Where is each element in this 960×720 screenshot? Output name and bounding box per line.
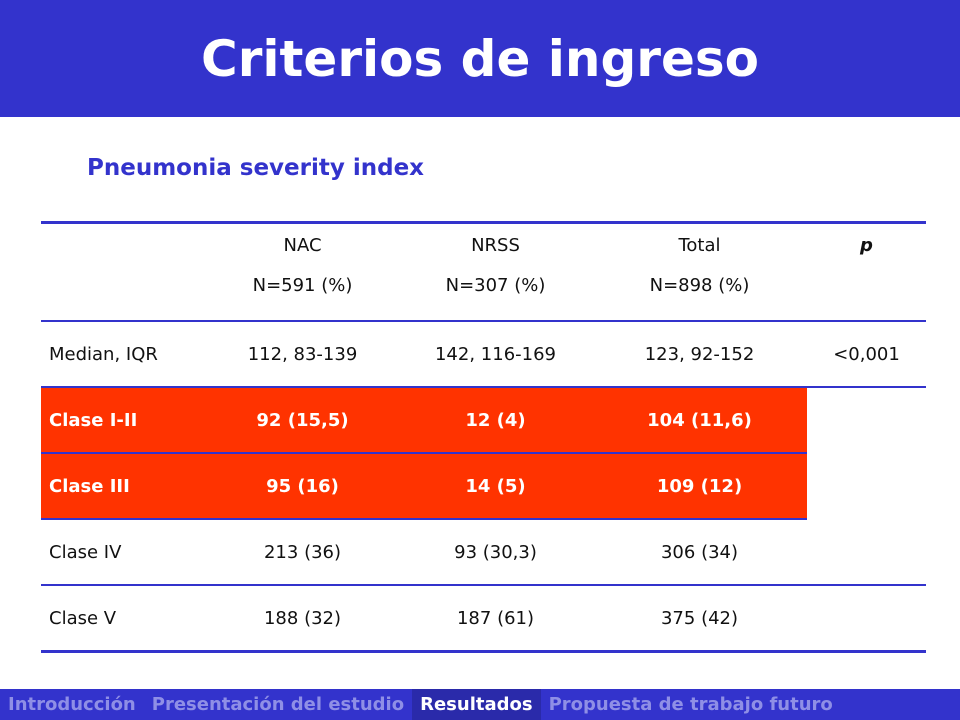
row-label: Clase V <box>49 607 117 629</box>
cell-nrss: 187 (61) <box>456 607 535 629</box>
row-label: Median, IQR <box>41 321 206 388</box>
cell-nrss: 12 (4) <box>399 387 592 454</box>
row-label: Clase I-II <box>41 387 206 454</box>
header-nrss-count: N=307 (%) <box>445 275 546 296</box>
cell-nrss: 14 (5) <box>399 453 592 520</box>
cell-p <box>807 453 926 519</box>
nav-item-introduccion[interactable]: Introducción <box>8 694 136 715</box>
cell-nac: 92 (15,5) <box>206 387 399 454</box>
results-table: NAC N=591 (%) NRSS N=307 (%) Total N=898… <box>41 221 926 653</box>
table-header-row: NAC N=591 (%) NRSS N=307 (%) Total N=898… <box>41 222 926 322</box>
table-row: Clase IV 213 (36) 93 (30,3) 306 (34) <box>41 519 926 586</box>
header-total-count: N=898 (%) <box>649 275 750 296</box>
slide-title: Criterios de ingreso <box>201 29 759 88</box>
cell-p <box>807 519 926 586</box>
cell-nrss: 93 (30,3) <box>399 519 592 586</box>
header-p-label: p <box>860 235 873 256</box>
section-nav: Introducción Presentación del estudio Re… <box>0 689 960 720</box>
cell-p <box>807 585 926 652</box>
header-cell-nac: NAC N=591 (%) <box>206 222 399 322</box>
cell-nac: 112, 83-139 <box>206 321 399 388</box>
header-cell-p: p <box>807 222 926 322</box>
header-total-label: Total <box>678 235 721 256</box>
cell-total: 306 (34) <box>592 519 807 586</box>
cell-total: 104 (11,6) <box>592 387 807 454</box>
slide-subtitle: Pneumonia severity index <box>87 155 425 181</box>
header-cell-empty <box>41 222 206 322</box>
header-cell-total: Total N=898 (%) <box>592 222 807 322</box>
table-row-highlighted: Clase III 95 (16) 14 (5) 109 (12) <box>41 453 926 520</box>
cell-p <box>807 387 926 453</box>
row-label: Clase IV <box>41 519 206 586</box>
header-nac-label: NAC <box>283 235 322 256</box>
row-label: Clase III <box>41 453 206 520</box>
table-row: Median, IQR 112, 83-139 142, 116-169 123… <box>41 321 926 388</box>
cell-nac: 188 (32) <box>263 607 342 629</box>
nav-item-propuesta[interactable]: Propuesta de trabajo futuro <box>548 694 833 715</box>
cell-total: 375 (42) <box>660 607 739 629</box>
nav-item-presentacion[interactable]: Presentación del estudio <box>151 694 405 715</box>
cell-total: 109 (12) <box>592 453 807 520</box>
cell-nac: 95 (16) <box>206 453 399 520</box>
cell-nrss: 142, 116-169 <box>399 321 592 388</box>
nav-item-resultados[interactable]: Resultados <box>412 689 541 720</box>
cell-nac: 213 (36) <box>206 519 399 586</box>
table-row: Clase V 188 (32) 187 (61) 375 (42) <box>41 585 926 652</box>
header-cell-nrss: NRSS N=307 (%) <box>399 222 592 322</box>
title-bar: Criterios de ingreso <box>0 0 960 117</box>
header-nrss-label: NRSS <box>471 235 520 256</box>
table-row-highlighted: Clase I-II 92 (15,5) 12 (4) 104 (11,6) <box>41 387 926 454</box>
cell-p: <0,001 <box>807 321 926 388</box>
cell-total: 123, 92-152 <box>592 321 807 388</box>
header-nac-count: N=591 (%) <box>252 275 353 296</box>
